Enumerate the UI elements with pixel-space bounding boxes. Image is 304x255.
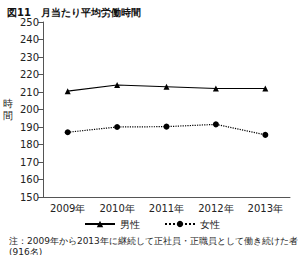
svg-text:2009年: 2009年 — [50, 203, 85, 214]
svg-text:男性: 男性 — [120, 219, 140, 230]
svg-text:220: 220 — [20, 69, 39, 80]
svg-text:150: 150 — [20, 192, 39, 203]
svg-text:200: 200 — [20, 104, 39, 115]
svg-text:170: 170 — [20, 157, 39, 168]
svg-text:2012年: 2012年 — [198, 203, 233, 214]
svg-text:250: 250 — [20, 17, 39, 28]
svg-text:2013年: 2013年 — [248, 203, 283, 214]
svg-text:210: 210 — [20, 87, 39, 98]
svg-text:190: 190 — [20, 122, 39, 133]
svg-text:間: 間 — [3, 110, 13, 121]
svg-text:230: 230 — [20, 52, 39, 63]
svg-text:図11 月当たり平均労働時間: 図11 月当たり平均労働時間 — [7, 7, 141, 18]
svg-text:180: 180 — [20, 139, 39, 150]
svg-text:2010年: 2010年 — [99, 203, 134, 214]
svg-text:注：2009年から2013年に継続して正社員・正職員として働: 注：2009年から2013年に継続して正社員・正職員として働き続けた者 — [9, 236, 298, 246]
svg-text:160: 160 — [20, 174, 39, 185]
svg-text:女性: 女性 — [200, 219, 220, 230]
svg-text:(916名): (916名) — [9, 247, 42, 255]
svg-text:240: 240 — [20, 34, 39, 45]
svg-text:2011年: 2011年 — [149, 203, 184, 214]
svg-text:時: 時 — [3, 98, 13, 109]
